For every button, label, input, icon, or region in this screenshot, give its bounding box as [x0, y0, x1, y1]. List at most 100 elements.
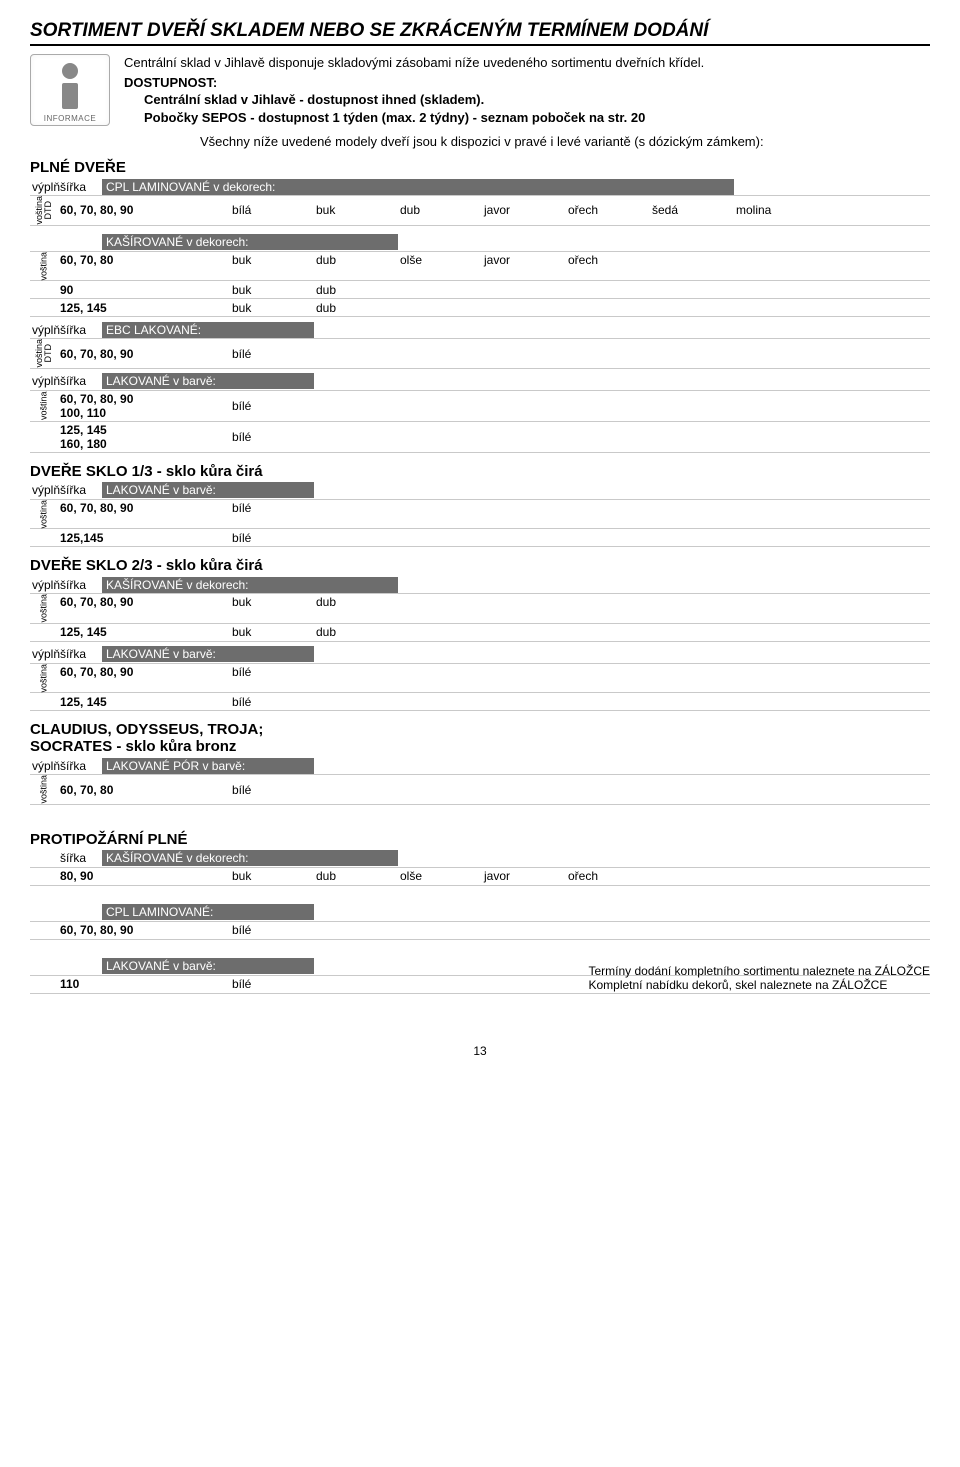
table-row: 80, 90 buk dub olše javor ořech: [30, 868, 930, 886]
lbl-vypln: výplň: [30, 577, 58, 593]
info-icon: INFORMACE: [30, 54, 110, 126]
cell: buk: [314, 202, 398, 218]
info-icon-label: INFORMACE: [31, 114, 109, 123]
cell: javor: [482, 868, 566, 884]
lbl-sirka: šířka: [58, 577, 102, 593]
intro-text: Centrální sklad v Jihlavě disponuje skla…: [124, 54, 704, 126]
table-row: voština 60, 70, 80, 90 100, 110 bílé: [30, 391, 930, 422]
lbl-vypln: výplň: [30, 646, 58, 662]
cell: dub: [398, 202, 482, 218]
hdr-kas: KAŠÍROVANÉ v dekorech:: [102, 577, 398, 593]
lbl-sirka: šířka: [58, 482, 102, 498]
lbl-sirka: šířka: [58, 322, 102, 338]
cell: šedá: [650, 202, 734, 218]
intro-line3: Pobočky SEPOS - dostupnost 1 týden (max.…: [144, 109, 704, 127]
cell: olše: [398, 868, 482, 884]
table-plne-kas: KAŠÍROVANÉ v dekorech: voština 60, 70, 8…: [30, 234, 930, 318]
cell-width: 125,145: [58, 530, 230, 546]
table-sklo13: výplň šířka LAKOVANÉ v barvě: voština 60…: [30, 482, 930, 548]
cell: dub: [314, 594, 398, 610]
hdr-lak: LAKOVANÉ v barvě:: [102, 482, 314, 498]
table-row: voština 60, 70, 80, 90 bílé: [30, 664, 930, 694]
table-row: 125, 145 buk dub: [30, 299, 930, 317]
hdr-cpl: CPL LAMINOVANÉ v dekorech:: [102, 179, 734, 195]
cell: bílá: [230, 202, 314, 218]
cell: bílé: [230, 694, 314, 710]
cell: buk: [230, 868, 314, 884]
variant-note: Všechny níže uvedené modely dveří jsou k…: [200, 134, 930, 149]
cell-width: 60, 70, 80: [58, 782, 230, 798]
hdr-lak-por: LAKOVANÉ PÓR v barvě:: [102, 758, 314, 774]
table-plne-ebc: výplň šířka EBC LAKOVANÉ: voština DTD 60…: [30, 321, 930, 369]
intro-line2: Centrální sklad v Jihlavě - dostupnost i…: [144, 91, 704, 109]
table-row: KAŠÍROVANÉ v dekorech:: [30, 234, 930, 252]
hdr-lak: LAKOVANÉ v barvě:: [102, 373, 314, 389]
lbl-sirka: šířka: [58, 646, 102, 662]
lbl-vypln: výplň: [30, 322, 58, 338]
section-sklo13: DVEŘE SKLO 1/3 - sklo kůra čirá: [30, 463, 930, 480]
cell: javor: [482, 202, 566, 218]
vlabel-vostina: voština: [30, 664, 58, 693]
cell: ořech: [566, 868, 650, 884]
cell-width: 80, 90: [58, 868, 230, 884]
cell: buk: [230, 594, 314, 610]
table-plne-lak: výplň šířka LAKOVANÉ v barvě: voština 60…: [30, 373, 930, 453]
cell: dub: [314, 252, 398, 268]
cell: bílé: [230, 664, 314, 680]
cell: molina: [734, 202, 818, 218]
cell: bílé: [230, 500, 314, 516]
table-proti-kas: šířka KAŠÍROVANÉ v dekorech: 80, 90 buk …: [30, 850, 930, 886]
section-sklo23: DVEŘE SKLO 2/3 - sklo kůra čirá: [30, 557, 930, 574]
table-row: výplň šířka CPL LAMINOVANÉ v dekorech:: [30, 178, 930, 196]
cell: dub: [314, 282, 398, 298]
cell-width: 125, 145: [58, 624, 230, 640]
table-row: 60, 70, 80, 90 bílé: [30, 922, 930, 940]
cell: dub: [314, 624, 398, 640]
hdr-ebc: EBC LAKOVANÉ:: [102, 322, 314, 338]
hdr-kas: KAŠÍROVANÉ v dekorech:: [102, 850, 398, 866]
cell: buk: [230, 300, 314, 316]
table-row: 125, 145 bílé: [30, 693, 930, 711]
table-row: výplň šířka LAKOVANÉ PÓR v barvě:: [30, 757, 930, 775]
vlabel-vostina-dtd: voština DTD: [30, 339, 58, 368]
table-row: voština DTD 60, 70, 80, 90 bílé: [30, 339, 930, 369]
cell-width: 125, 145: [58, 300, 230, 316]
cell-width: 60, 70, 80, 90: [58, 346, 230, 362]
cell: bílé: [230, 976, 314, 992]
hdr-kas: KAŠÍROVANÉ v dekorech:: [102, 234, 398, 250]
hdr-cpl-lam: CPL LAMINOVANÉ:: [102, 904, 314, 920]
table-row: výplň šířka KAŠÍROVANÉ v dekorech:: [30, 576, 930, 594]
cell-width: 60, 70, 80, 90 100, 110: [58, 391, 230, 421]
lbl-sirka: šířka: [58, 179, 102, 195]
cell-width: 60, 70, 80, 90: [58, 922, 230, 938]
cell: bílé: [230, 782, 314, 798]
table-sklo23-lak: výplň šířka LAKOVANÉ v barvě: voština 60…: [30, 646, 930, 712]
cell-width: 60, 70, 80: [58, 252, 230, 268]
section-plne: PLNÉ DVEŘE: [30, 159, 930, 176]
lbl-vypln: výplň: [30, 758, 58, 774]
table-row: 125, 145 buk dub: [30, 624, 930, 642]
vlabel-vostina: voština: [30, 775, 58, 804]
table-row: výplň šířka EBC LAKOVANÉ:: [30, 321, 930, 339]
table-sklo23-kas: výplň šířka KAŠÍROVANÉ v dekorech: vošti…: [30, 576, 930, 642]
table-row: 125,145 bílé: [30, 529, 930, 547]
info-row: INFORMACE Centrální sklad v Jihlavě disp…: [30, 54, 930, 126]
page-number: 13: [30, 1044, 930, 1058]
cell-width: 110: [58, 976, 230, 992]
hdr-lak: LAKOVANÉ v barvě:: [102, 958, 314, 974]
table-row: voština DTD 60, 70, 80, 90 bílá buk dub …: [30, 196, 930, 226]
cell-width: 125, 145 160, 180: [58, 422, 230, 452]
table-proti-cpl: CPL LAMINOVANÉ: 60, 70, 80, 90 bílé: [30, 904, 930, 940]
cell: ořech: [566, 202, 650, 218]
section-claudius: CLAUDIUS, ODYSSEUS, TROJA; SOCRATES - sk…: [30, 721, 930, 755]
cell: bílé: [230, 922, 314, 938]
table-row: voština 60, 70, 80, 90 buk dub: [30, 594, 930, 624]
cell: dub: [314, 300, 398, 316]
cell: bílé: [230, 429, 314, 445]
footer-notes: Termíny dodání kompletního sortimentu na…: [588, 964, 930, 992]
cell-width: 60, 70, 80, 90: [58, 594, 230, 610]
availability-label: DOSTUPNOST:: [124, 74, 704, 92]
cell: buk: [230, 624, 314, 640]
table-row: 90 buk dub: [30, 281, 930, 299]
vlabel-vostina: voština: [30, 594, 58, 623]
